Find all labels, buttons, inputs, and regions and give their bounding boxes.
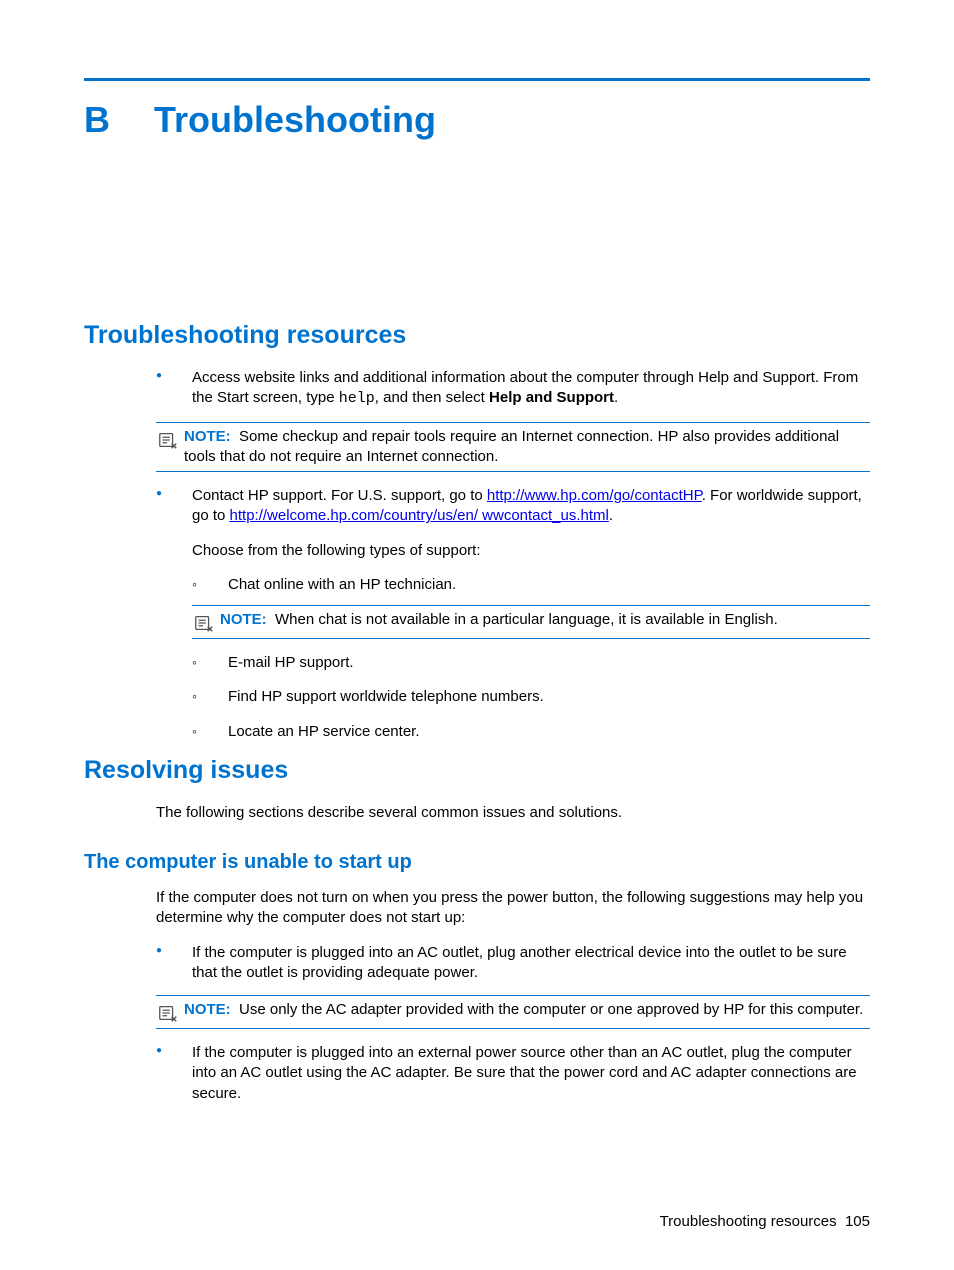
bullet-help-and-support: Access website links and additional info… xyxy=(156,368,870,472)
note-text: NOTE: Some checkup and repair tools requ… xyxy=(184,427,870,468)
sub-chat-online: Chat online with an HP technician. NOTE:… xyxy=(192,575,870,639)
note-chat-english: NOTE: When chat is not available in a pa… xyxy=(192,605,870,639)
sub-telephone-numbers: Find HP support worldwide telephone numb… xyxy=(192,687,870,707)
resources-body: Access website links and additional info… xyxy=(156,368,870,742)
note-icon xyxy=(156,1002,180,1024)
note-label: NOTE: xyxy=(184,1001,231,1018)
note-text: NOTE: When chat is not available in a pa… xyxy=(220,610,870,630)
note-ac-adapter: NOTE: Use only the AC adapter provided w… xyxy=(156,995,870,1029)
footer-section: Troubleshooting resources xyxy=(660,1213,837,1230)
page-footer: Troubleshooting resources 105 xyxy=(660,1213,870,1230)
sub-service-center: Locate an HP service center. xyxy=(192,722,870,742)
footer-page-number: 105 xyxy=(845,1213,870,1230)
startup-body: If the computer does not turn on when yo… xyxy=(156,888,870,1104)
note-label: NOTE: xyxy=(220,611,267,628)
bullet-external-power: If the computer is plugged into an exter… xyxy=(156,1043,870,1104)
link-contact-hp[interactable]: http://www.hp.com/go/contactHP xyxy=(487,487,702,504)
note-text: NOTE: Use only the AC adapter provided w… xyxy=(184,1000,870,1020)
choose-support-types: Choose from the following types of suppo… xyxy=(192,541,870,561)
appendix-letter: B xyxy=(84,99,144,141)
top-rule xyxy=(84,78,870,81)
section-heading-resolving: Resolving issues xyxy=(84,756,870,785)
support-types-list: Chat online with an HP technician. NOTE:… xyxy=(192,575,870,742)
startup-para: If the computer does not turn on when yo… xyxy=(156,888,870,929)
resolving-intro-block: The following sections describe several … xyxy=(156,803,870,823)
bold-help-and-support: Help and Support xyxy=(489,389,614,406)
code-help: help xyxy=(339,390,375,407)
note-icon xyxy=(192,612,216,634)
bullet-check-outlet: If the computer is plugged into an AC ou… xyxy=(156,943,870,1030)
sub-email-support: E-mail HP support. xyxy=(192,653,870,673)
resources-bullets: Access website links and additional info… xyxy=(156,368,870,742)
note-icon xyxy=(156,429,180,451)
bullet-contact-hp-support: Contact HP support. For U.S. support, go… xyxy=(156,486,870,742)
section-heading-resources: Troubleshooting resources xyxy=(84,321,870,350)
resolving-intro: The following sections describe several … xyxy=(156,803,870,823)
link-wwcontact[interactable]: http://welcome.hp.com/country/us/en/ wwc… xyxy=(230,507,609,524)
note-label: NOTE: xyxy=(184,428,231,445)
startup-bullets: If the computer is plugged into an AC ou… xyxy=(156,943,870,1104)
appendix-title: Troubleshooting xyxy=(154,99,436,140)
subheading-unable-to-start: The computer is unable to start up xyxy=(84,851,870,874)
appendix-heading: B Troubleshooting xyxy=(84,99,870,141)
page: B Troubleshooting Troubleshooting resour… xyxy=(0,0,954,1270)
note-internet-connection: NOTE: Some checkup and repair tools requ… xyxy=(156,422,870,473)
